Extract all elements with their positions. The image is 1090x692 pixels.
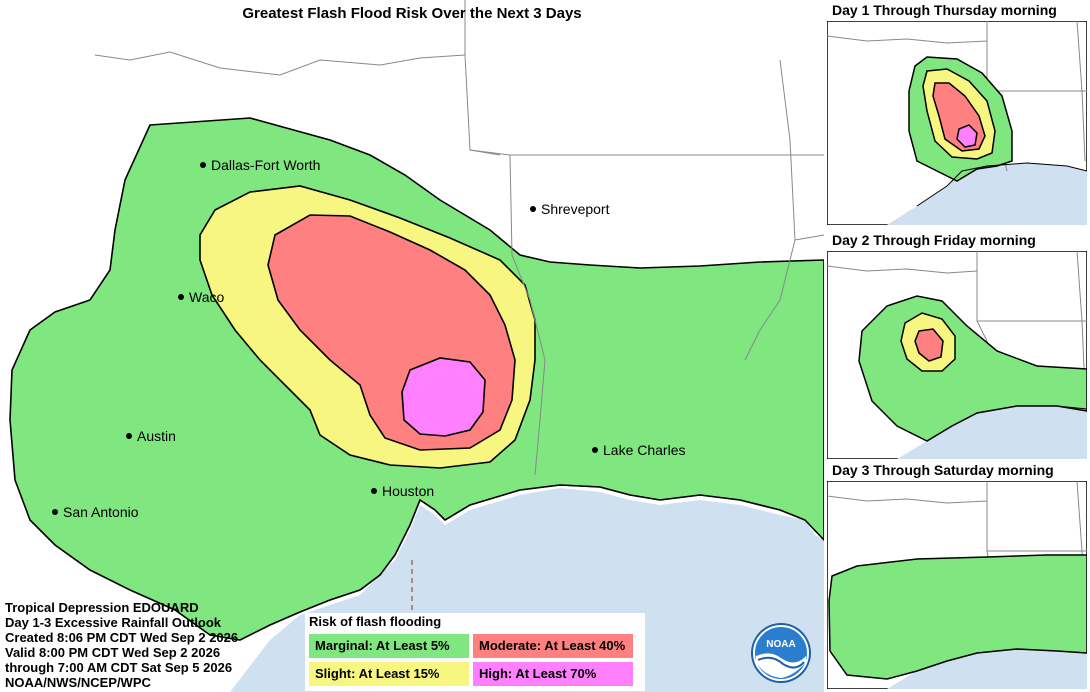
coastline [886,648,1087,680]
city-dot [126,433,132,440]
high-risk-area [401,357,486,437]
gulf-water [897,406,1087,459]
city-label: Waco [189,289,225,305]
panel-day2-map [827,251,1087,459]
city-label: Austin [137,428,176,444]
coastline [239,484,806,641]
panel-day1-title: Day 1 Through Thursday morning [832,2,1057,18]
panel-day1: Day 1 Through Thursday morning [824,0,1090,230]
legend-title: Risk of flash flooding [309,614,442,629]
panel-day3-map [827,481,1087,689]
legend-moderate: Moderate: At Least 40% [473,634,633,658]
main-map [9,0,824,692]
map-title: Greatest Flash Flood Risk Over the Next … [242,5,582,22]
legend: Risk of flash flooding Marginal: At Leas… [305,613,645,691]
state-borders [94,0,824,476]
coastline [916,162,1087,207]
city-dot [52,509,58,516]
storm-name: Tropical Depression EDOUARD [5,600,199,615]
city-dot [530,206,536,213]
city-austin: Austin [126,428,176,444]
created-time: Created 8:06 PM CDT Wed Sep 2 2026 [5,630,239,645]
city-waco: Waco [178,289,224,305]
gulf-water [887,649,1087,689]
panel-day3: Day 3 Through Saturday morning [824,460,1090,690]
city-label: Lake Charles [603,442,686,458]
city-label: Houston [382,483,435,499]
city-shreveport: Shreveport [530,201,609,217]
panel-day2: Day 2 Through Friday morning [824,230,1090,460]
city-houston: Houston [371,483,434,499]
city-dot [178,294,184,301]
product-info: Tropical Depression EDOUARD Day 1-3 Exce… [5,600,238,690]
logo-text: NOAA [766,639,795,650]
agency: NOAA/NWS/NCEP/WPC [5,675,151,690]
panel-day2-title: Day 2 Through Friday morning [832,232,1036,248]
coastline [926,405,1087,442]
panel-day1-map [827,21,1087,225]
city-label: San Antonio [63,504,139,520]
valid-start: Valid 8:00 PM CDT Wed Sep 2 2026 [5,645,221,660]
city-san-antonio: San Antonio [52,504,139,520]
noaa-logo: NOAA [751,623,811,683]
city-dot [200,162,206,169]
valid-end: through 7:00 AM CDT Sat Sep 5 2026 [5,660,233,675]
city-dot [592,447,598,454]
city-label: Shreveport [541,201,610,217]
city-lake-charles: Lake Charles [592,442,686,458]
city-label: Dallas-Fort Worth [211,157,321,173]
legend-slight: Slight: At Least 15% [309,662,469,686]
city-dallas: Dallas-Fort Worth [200,157,320,173]
legend-marginal: Marginal: At Least 5% [309,634,469,658]
gulf-water [887,163,1087,225]
product-name: Day 1-3 Excessive Rainfall Outlook [5,615,222,630]
panel-day3-title: Day 3 Through Saturday morning [832,462,1054,478]
moderate-risk-area [914,328,944,362]
legend-high: High: At Least 70% [473,662,633,686]
city-dot [371,488,377,495]
high-risk-area [956,124,978,148]
